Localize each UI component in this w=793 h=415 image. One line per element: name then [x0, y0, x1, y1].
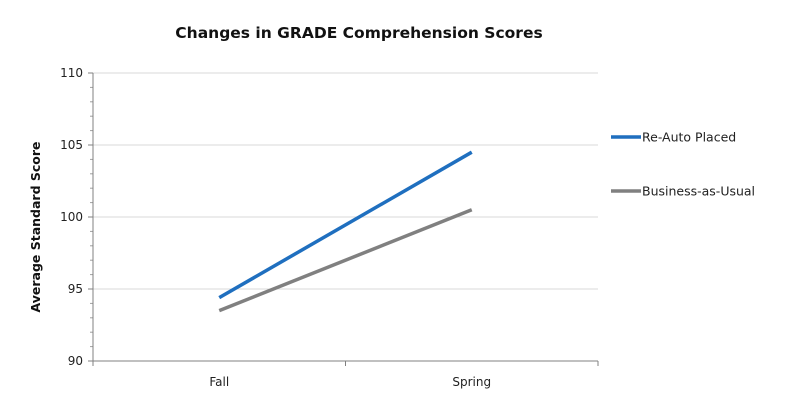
- series-line-1: [218, 208, 473, 313]
- y-tick-label: 105: [60, 138, 83, 152]
- y-tick-labels: 90 95 100 105 110: [60, 66, 83, 368]
- axes: [88, 72, 599, 366]
- x-tick-label: Spring: [452, 375, 491, 389]
- gridlines: [93, 72, 598, 290]
- chart-title: Changes in GRADE Comprehension Scores: [175, 24, 543, 42]
- x-tick-label: Fall: [209, 375, 229, 389]
- y-tick-label: 110: [60, 66, 83, 80]
- y-tick-label: 90: [68, 354, 83, 368]
- series-line-0: [218, 150, 473, 300]
- x-tick-labels: Fall Spring: [209, 375, 491, 389]
- y-axis-title: Average Standard Score: [28, 141, 43, 312]
- legend: Re-Auto Placed Business-as-Usual: [611, 130, 755, 199]
- legend-label: Business-as-Usual: [642, 184, 755, 199]
- y-tick-label: 95: [68, 282, 83, 296]
- series-lines: [218, 150, 473, 313]
- legend-label: Re-Auto Placed: [642, 130, 736, 145]
- y-tick-label: 100: [60, 210, 83, 224]
